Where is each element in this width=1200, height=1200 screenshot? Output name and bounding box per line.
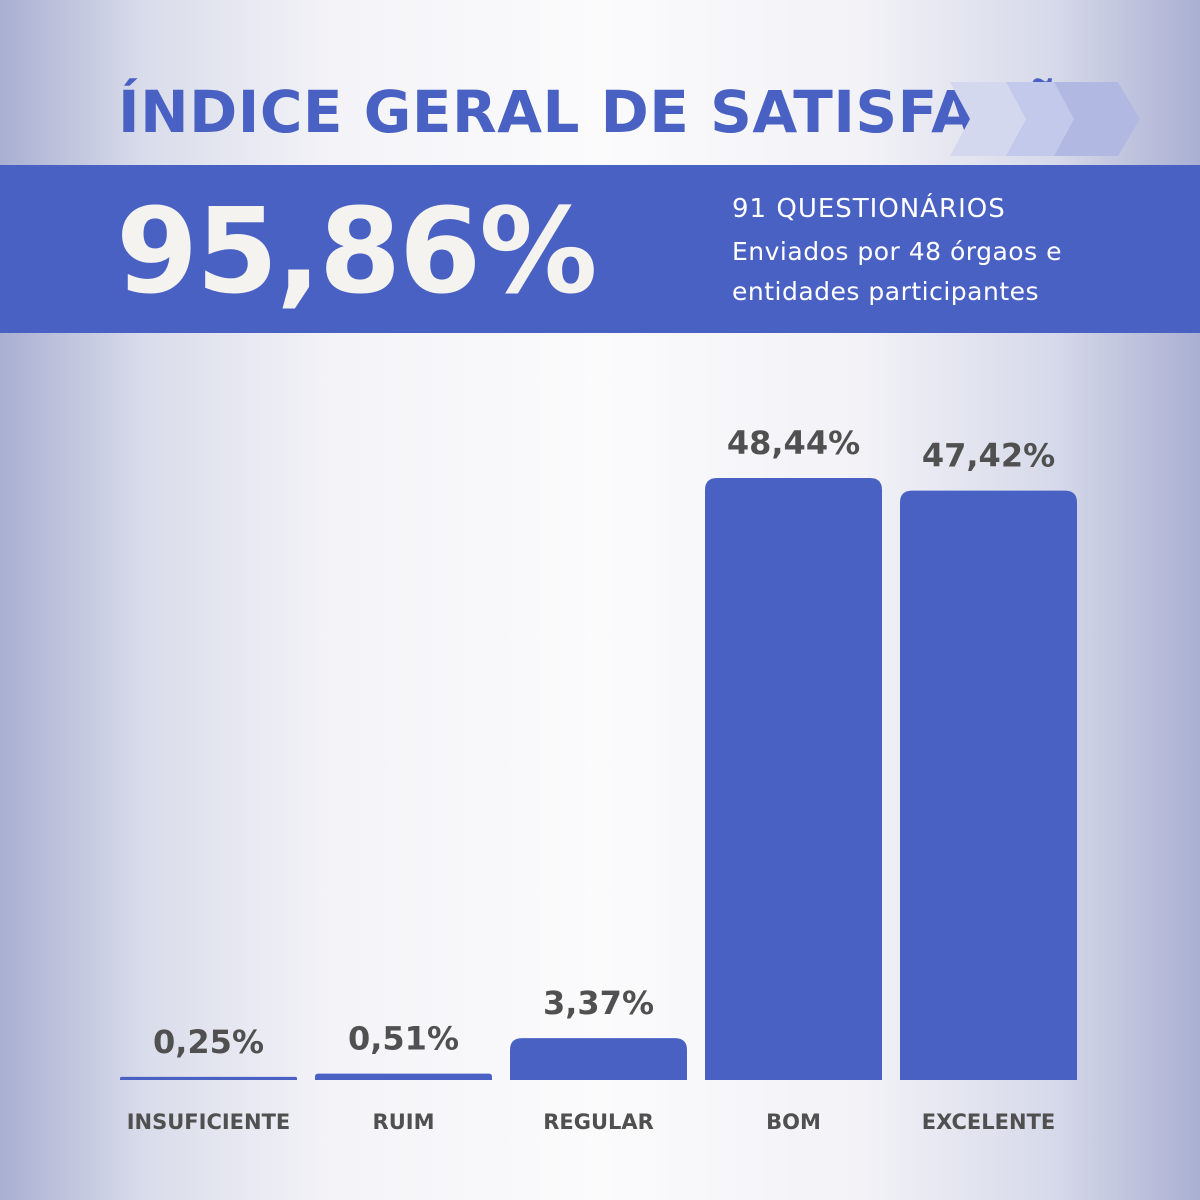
bar-regular bbox=[510, 1038, 687, 1080]
category-label-insuficiente: INSUFICIENTE bbox=[127, 1110, 291, 1134]
satisfaction-index-value: 95,86% bbox=[116, 182, 597, 320]
category-label-ruim: RUIM bbox=[373, 1110, 435, 1134]
summary-info: 91 QUESTIONÁRIOS Enviados por 48 órgaos … bbox=[732, 192, 1092, 312]
participants-description: Enviados por 48 órgaos e entidades parti… bbox=[732, 237, 1062, 306]
summary-band bbox=[0, 165, 1200, 333]
value-label-excelente: 47,42% bbox=[922, 437, 1055, 475]
value-label-bom: 48,44% bbox=[727, 424, 860, 462]
category-label-excelente: EXCELENTE bbox=[922, 1110, 1056, 1134]
value-label-ruim: 0,51% bbox=[348, 1020, 459, 1058]
bar-excelente bbox=[900, 490, 1077, 1081]
category-label-regular: REGULAR bbox=[543, 1110, 654, 1134]
bar-ruim bbox=[315, 1073, 492, 1080]
page-title: ÍNDICE GERAL DE SATISFAÇÃO bbox=[118, 78, 1115, 146]
questionnaires-count: 91 QUESTIONÁRIOS bbox=[732, 194, 1006, 224]
value-label-regular: 3,37% bbox=[543, 984, 654, 1022]
triple-chevron-right-icon bbox=[950, 82, 1140, 156]
value-label-insuficiente: 0,25% bbox=[153, 1023, 264, 1061]
bar-bom bbox=[705, 478, 882, 1080]
bar-insuficiente bbox=[120, 1076, 297, 1080]
category-label-bom: BOM bbox=[766, 1110, 821, 1134]
